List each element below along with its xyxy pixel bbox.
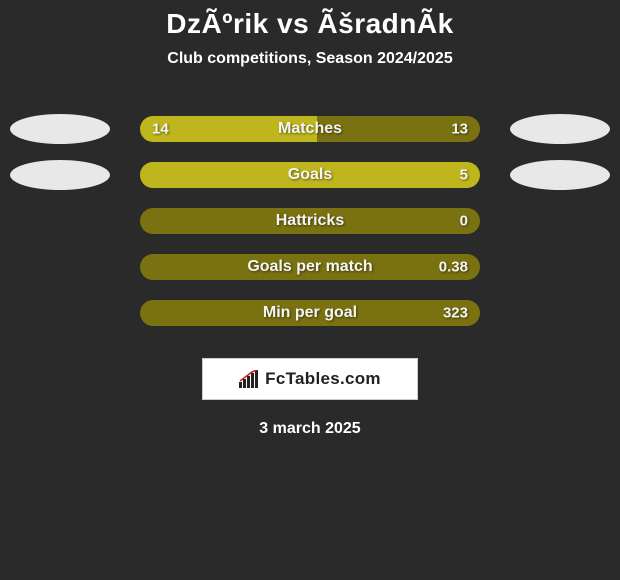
- stat-bar: Goals5: [140, 162, 480, 188]
- comparison-row: Min per goal323: [0, 290, 620, 336]
- page-subtitle: Club competitions, Season 2024/2025: [0, 50, 620, 68]
- player-left-marker: [10, 114, 110, 144]
- player-left-marker: [10, 160, 110, 190]
- stat-value-right: 0: [460, 213, 468, 230]
- date-label: 3 march 2025: [0, 420, 620, 438]
- stat-bar-fill-right: [140, 162, 480, 188]
- brand-text: FcTables.com: [265, 369, 381, 389]
- stat-label: Goals per match: [140, 258, 480, 276]
- stat-value-right: 0.38: [439, 259, 468, 276]
- comparison-widget: DzÃºrik vs ÃšradnÃk Club competitions, S…: [0, 0, 620, 438]
- stat-bar: Min per goal323: [140, 300, 480, 326]
- stat-bar: Hattricks0: [140, 208, 480, 234]
- brand-logo-box[interactable]: FcTables.com: [202, 358, 418, 400]
- page-title: DzÃºrik vs ÃšradnÃk: [0, 8, 620, 40]
- stat-value-right: 5: [460, 167, 468, 184]
- stat-label: Hattricks: [140, 212, 480, 230]
- stat-value-right: 13: [451, 121, 468, 138]
- comparison-row: Goals5: [0, 152, 620, 198]
- player-right-marker: [510, 160, 610, 190]
- comparison-rows: Matches1413Goals5Hattricks0Goals per mat…: [0, 106, 620, 336]
- stat-bar: Goals per match0.38: [140, 254, 480, 280]
- comparison-row: Hattricks0: [0, 198, 620, 244]
- stat-value-left: 14: [152, 121, 169, 138]
- stat-value-right: 323: [443, 305, 468, 322]
- stat-label: Min per goal: [140, 304, 480, 322]
- brand-logo: FcTables.com: [239, 369, 381, 389]
- stat-bar: Matches1413: [140, 116, 480, 142]
- player-right-marker: [510, 114, 610, 144]
- comparison-row: Matches1413: [0, 106, 620, 152]
- comparison-row: Goals per match0.38: [0, 244, 620, 290]
- bar-chart-icon: [239, 370, 261, 388]
